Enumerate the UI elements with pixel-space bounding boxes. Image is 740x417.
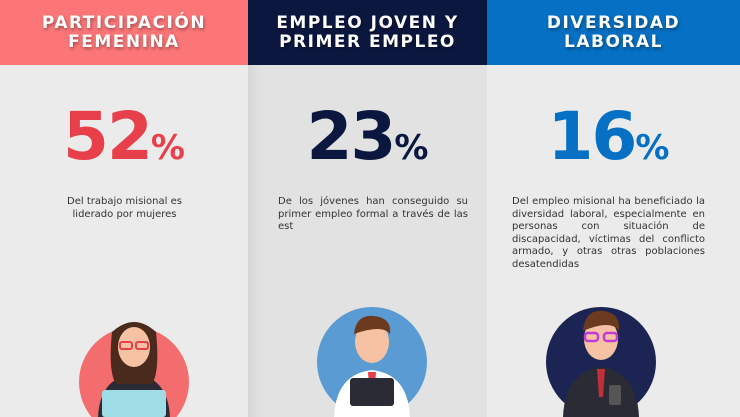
- column-header: EMPLEO JOVEN Y PRIMER EMPLEO: [248, 0, 487, 65]
- column-diversidad-laboral: DIVERSIDAD LABORAL 16% Del empleo misiona…: [487, 0, 740, 417]
- column-participacion-femenina: PARTICIPACIÓN FEMENINA 52% Del trabajo mi…: [0, 0, 248, 417]
- title-line: PARTICIPACIÓN: [41, 12, 207, 33]
- title-line: EMPLEO JOVEN Y: [276, 12, 459, 33]
- title-line: DIVERSIDAD: [546, 12, 681, 33]
- woman-laptop-illustration: [79, 322, 189, 417]
- man-tablet-illustration: [317, 307, 427, 417]
- description: Del empleo misional ha beneficiado la di…: [512, 196, 705, 270]
- percent-value: 16%: [547, 98, 670, 175]
- percent-value: 23%: [306, 98, 429, 175]
- title-line: LABORAL: [564, 31, 663, 52]
- column-header: DIVERSIDAD LABORAL: [487, 0, 740, 65]
- percent-value: 52%: [63, 98, 185, 175]
- column-empleo-joven: EMPLEO JOVEN Y PRIMER EMPLEO 23% De los j…: [248, 0, 487, 417]
- description: Del trabajo misional es liderado por muj…: [67, 196, 182, 220]
- description: De los jóvenes han conseguido su primer …: [278, 196, 468, 232]
- title-line: FEMENINA: [68, 31, 180, 52]
- column-header: PARTICIPACIÓN FEMENINA: [0, 0, 248, 65]
- title-line: PRIMER EMPLEO: [279, 31, 456, 52]
- man-phone-illustration: [546, 307, 656, 417]
